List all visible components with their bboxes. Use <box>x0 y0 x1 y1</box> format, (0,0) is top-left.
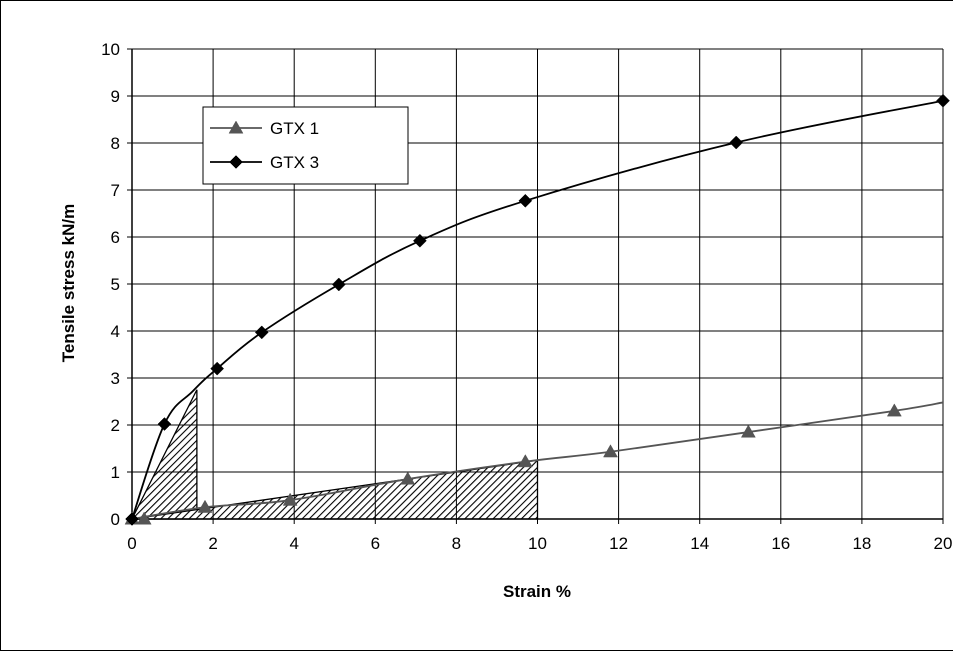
x-tick-label: 6 <box>371 534 380 553</box>
data-point <box>254 325 269 340</box>
y-tick-label: 3 <box>111 369 120 388</box>
data-point <box>517 454 533 468</box>
data-point <box>331 277 346 292</box>
data-point <box>210 361 225 376</box>
legend-item-gtx-3: GTX 3 <box>210 153 319 172</box>
legend-marker <box>229 155 243 169</box>
data-point <box>197 499 213 513</box>
x-tick-label: 18 <box>852 534 871 553</box>
legend-label: GTX 3 <box>270 153 319 172</box>
x-axis-title: Strain % <box>503 582 571 601</box>
y-tick-label: 8 <box>111 134 120 153</box>
legend-item-gtx-1: GTX 1 <box>210 119 319 138</box>
x-tick-label: 20 <box>934 534 953 553</box>
data-point <box>936 93 950 108</box>
x-tick-label: 2 <box>208 534 217 553</box>
x-tick-label: 0 <box>127 534 136 553</box>
series-gtx-3 <box>125 93 950 526</box>
y-axis-title: Tensile stress kN/m <box>59 204 78 362</box>
legend: GTX 1 GTX 3 <box>202 106 409 185</box>
data-point <box>886 403 902 417</box>
y-tick-label: 1 <box>111 463 120 482</box>
y-tick-label: 10 <box>101 40 120 59</box>
legend-label: GTX 1 <box>270 119 319 138</box>
x-tick-label: 10 <box>528 534 547 553</box>
legend-box <box>202 106 409 185</box>
series-line <box>131 99 944 520</box>
data-point <box>400 471 416 485</box>
data-point <box>125 512 139 526</box>
y-tick-label: 0 <box>111 510 120 529</box>
x-tick-label: 4 <box>289 534 298 553</box>
data-point <box>740 424 756 438</box>
data-point <box>157 417 172 431</box>
data-point <box>282 492 298 506</box>
grid <box>127 48 944 524</box>
y-tick-label: 2 <box>111 416 120 435</box>
legend-marker <box>228 120 244 134</box>
x-tick-label: 8 <box>452 534 461 553</box>
data-point <box>136 511 152 525</box>
x-tick-label: 16 <box>771 534 790 553</box>
y-tick-label: 9 <box>111 87 120 106</box>
y-tick-label: 4 <box>111 322 120 341</box>
data-point <box>603 444 618 458</box>
data-point <box>518 193 533 208</box>
x-tick-label: 12 <box>609 534 628 553</box>
x-tick-label: 14 <box>690 534 709 553</box>
data-point <box>729 135 744 150</box>
series-layer <box>124 93 950 526</box>
y-tick-label: 5 <box>111 275 120 294</box>
y-tick-label: 7 <box>111 181 120 200</box>
data-point <box>413 233 427 248</box>
y-tick-label: 6 <box>111 228 120 247</box>
